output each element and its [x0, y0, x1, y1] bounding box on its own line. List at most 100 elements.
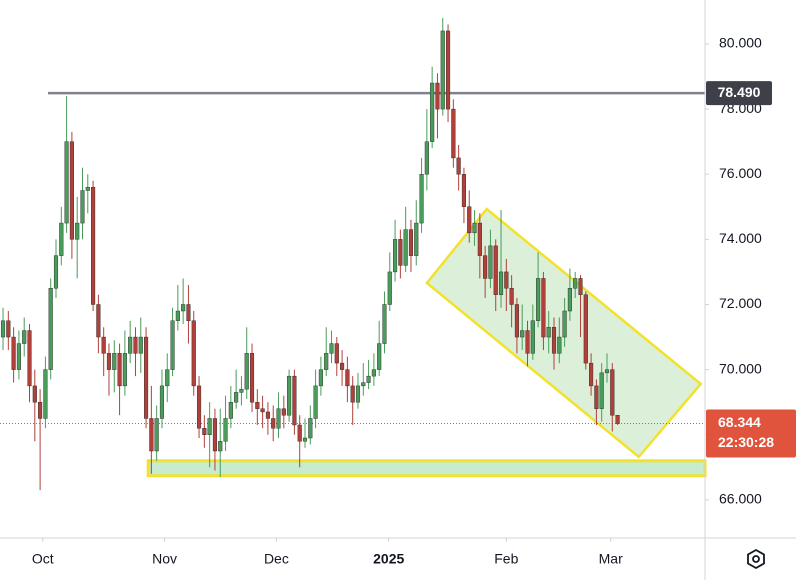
candle-body	[112, 353, 117, 370]
candle-body	[106, 353, 112, 370]
candle-body	[244, 353, 249, 390]
candle-body	[536, 278, 541, 321]
candle-body	[371, 369, 376, 377]
level-price-box	[706, 81, 772, 106]
candle-body	[223, 418, 228, 442]
candle-body	[530, 320, 535, 354]
settings-button[interactable]	[747, 548, 765, 570]
candle-body	[32, 385, 37, 403]
candle-body	[271, 418, 276, 429]
candle-body	[419, 174, 424, 224]
candle-body	[281, 408, 286, 416]
candle-body	[154, 418, 159, 452]
candle-body	[16, 343, 21, 370]
candle-body	[38, 401, 43, 419]
candle-body	[488, 245, 493, 279]
candle-body	[101, 336, 106, 354]
candle-body	[265, 411, 270, 419]
candle-body	[430, 82, 435, 142]
candle-body	[234, 392, 239, 403]
candle-body	[117, 353, 122, 387]
candle-body	[138, 336, 143, 354]
candle-body	[175, 310, 180, 321]
candle-body	[546, 327, 551, 338]
candle-body	[408, 229, 414, 256]
axes: 66.00068.00070.00072.00074.00076.00078.0…	[32, 35, 796, 567]
candle-body	[557, 336, 562, 354]
y-tick-label: 80.000	[719, 35, 762, 51]
candle-body	[551, 327, 557, 354]
candle-body	[249, 353, 255, 403]
candle-body	[477, 222, 482, 256]
candle-body	[53, 255, 59, 289]
plot-area	[0, 17, 707, 491]
y-tick-label: 76.000	[719, 165, 762, 181]
candle-body	[483, 255, 488, 279]
candle-body	[350, 385, 355, 403]
candle-body	[493, 245, 498, 295]
candle-body	[525, 330, 530, 354]
candle-body	[292, 375, 297, 426]
candle-body	[387, 271, 392, 305]
candle-body	[594, 385, 599, 409]
candle-body	[0, 320, 6, 338]
last-price-label: 68.344	[718, 414, 761, 430]
candle-body	[541, 278, 546, 338]
candle-body	[302, 437, 308, 442]
candle-body	[514, 304, 519, 338]
candle-body	[59, 222, 64, 256]
candle-body	[75, 222, 80, 240]
candle-body	[313, 385, 318, 419]
candle-body	[64, 141, 69, 224]
settings-icon[interactable]	[747, 548, 765, 570]
candle-body	[165, 369, 170, 387]
candle-body	[170, 320, 175, 370]
candle-body	[260, 408, 265, 413]
candle-body	[504, 271, 509, 289]
level-price-label: 78.490	[718, 84, 761, 100]
candle-body	[361, 382, 366, 387]
candle-body	[149, 418, 154, 452]
candle-body	[467, 206, 472, 234]
candle-body	[498, 271, 504, 295]
candle-body	[599, 372, 604, 409]
candle-body	[80, 190, 85, 224]
candle-body	[382, 304, 387, 344]
candle-body	[11, 336, 16, 370]
candle-body	[308, 418, 313, 439]
y-tick-label: 70.000	[719, 360, 762, 376]
candle-body	[334, 343, 339, 364]
candle-body	[207, 418, 212, 435]
support-zone	[146, 459, 707, 478]
candle-body	[196, 385, 202, 429]
candle-body	[85, 187, 90, 191]
candle-body	[287, 375, 292, 416]
candle-body	[181, 304, 186, 312]
candle-body	[440, 30, 445, 110]
y-tick-label: 72.000	[719, 295, 762, 311]
candle-body	[6, 320, 11, 338]
candle-body	[324, 353, 329, 370]
candle-body	[509, 288, 514, 305]
candle-body	[297, 424, 302, 442]
candle-body	[345, 369, 350, 387]
candle-body	[318, 369, 323, 387]
candle-body	[159, 385, 165, 419]
settings-icon-center[interactable]	[752, 555, 760, 563]
candle-body	[340, 362, 345, 370]
candle-body	[191, 320, 196, 387]
candle-body	[403, 229, 408, 266]
candle-body	[355, 385, 361, 403]
candle-body	[186, 304, 191, 321]
candle-body	[461, 174, 466, 207]
y-tick-label: 74.000	[719, 230, 762, 246]
candle-body	[96, 304, 101, 338]
candle-body	[393, 239, 398, 273]
candle-body	[456, 157, 461, 175]
candle-body	[22, 330, 27, 344]
candle-body	[228, 401, 233, 419]
countdown-label: 22:30:28	[718, 434, 774, 450]
candle-body	[133, 336, 138, 354]
x-tick-label: Nov	[152, 551, 177, 567]
